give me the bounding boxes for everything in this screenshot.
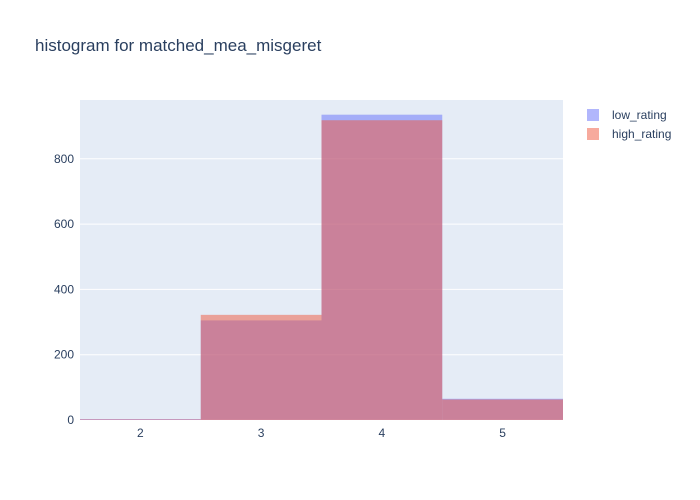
y-axis: 0 200 400 600 800 [54, 152, 74, 427]
legend-item-high_rating[interactable]: high_rating [587, 127, 671, 141]
legend-label-low_rating: low_rating [612, 108, 667, 122]
x-tick-label-1: 3 [258, 426, 265, 440]
legend-item-low_rating[interactable]: low_rating [587, 108, 667, 122]
y-tick-label-4: 800 [54, 152, 74, 166]
bar-high_rating-5[interactable] [442, 399, 563, 420]
y-tick-label-3: 600 [54, 217, 74, 231]
legend-label-high_rating: high_rating [612, 127, 671, 141]
x-tick-label-3: 5 [499, 426, 506, 440]
legend-swatch-high_rating [587, 128, 599, 140]
bar-high_rating-4[interactable] [321, 120, 443, 420]
x-tick-label-2: 4 [379, 426, 386, 440]
bar-high_rating-3[interactable] [200, 314, 322, 420]
legend[interactable]: low_rating high_rating [587, 108, 671, 141]
bar-high_rating-2[interactable] [80, 419, 201, 420]
chart-title: histogram for matched_mea_misgeret [35, 36, 322, 55]
x-tick-label-0: 2 [137, 426, 144, 440]
legend-swatch-low_rating [587, 109, 599, 121]
y-tick-label-2: 400 [54, 282, 74, 296]
y-tick-label-0: 0 [67, 413, 74, 427]
x-axis: 2 3 4 5 [137, 426, 506, 440]
bars-layer [80, 114, 563, 420]
y-tick-label-1: 200 [54, 348, 74, 362]
